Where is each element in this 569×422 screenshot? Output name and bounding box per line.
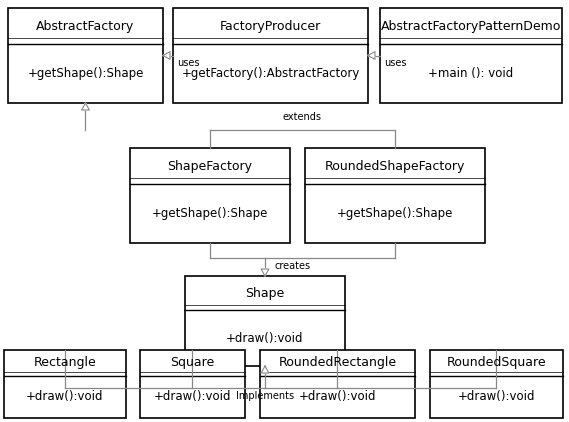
Text: +draw():void: +draw():void: [154, 390, 231, 403]
Text: Implements: Implements: [236, 391, 294, 401]
Text: extends: extends: [282, 112, 321, 122]
Bar: [4, 350, 126, 418]
Bar: [430, 350, 563, 418]
Text: uses: uses: [177, 59, 200, 68]
Bar: [173, 8, 368, 103]
Bar: [140, 350, 245, 418]
Text: FactoryProducer: FactoryProducer: [220, 19, 321, 32]
Text: RoundedShapeFactory: RoundedShapeFactory: [325, 160, 465, 173]
Text: +main (): void: +main (): void: [428, 67, 514, 80]
Text: +getFactory():AbstractFactory: +getFactory():AbstractFactory: [182, 67, 360, 80]
Bar: [260, 350, 415, 418]
Text: creates: creates: [274, 261, 311, 271]
Bar: [8, 8, 163, 103]
Text: +draw():void: +draw():void: [299, 390, 376, 403]
Text: ShapeFactory: ShapeFactory: [167, 160, 253, 173]
Polygon shape: [261, 366, 269, 373]
Bar: [380, 8, 562, 103]
Bar: [130, 148, 290, 243]
Text: +getShape():Shape: +getShape():Shape: [337, 207, 453, 220]
Text: Square: Square: [170, 357, 215, 369]
Polygon shape: [261, 269, 269, 276]
Text: +getShape():Shape: +getShape():Shape: [152, 207, 268, 220]
Bar: [185, 276, 345, 366]
Text: +draw():void: +draw():void: [457, 390, 535, 403]
Bar: [305, 148, 485, 243]
Text: RoundedRectangle: RoundedRectangle: [278, 357, 397, 369]
Text: uses: uses: [384, 59, 406, 68]
Text: AbstractFactory: AbstractFactory: [36, 19, 135, 32]
Polygon shape: [81, 103, 89, 110]
Text: Shape: Shape: [245, 287, 284, 300]
Text: +getShape():Shape: +getShape():Shape: [27, 67, 144, 80]
Text: RoundedSquare: RoundedSquare: [447, 357, 546, 369]
Text: +draw():void: +draw():void: [26, 390, 104, 403]
Text: +draw():void: +draw():void: [226, 332, 304, 345]
Polygon shape: [368, 51, 375, 60]
Text: AbstractFactoryPatternDemo: AbstractFactoryPatternDemo: [381, 19, 561, 32]
Polygon shape: [163, 51, 170, 60]
Text: Rectangle: Rectangle: [34, 357, 96, 369]
